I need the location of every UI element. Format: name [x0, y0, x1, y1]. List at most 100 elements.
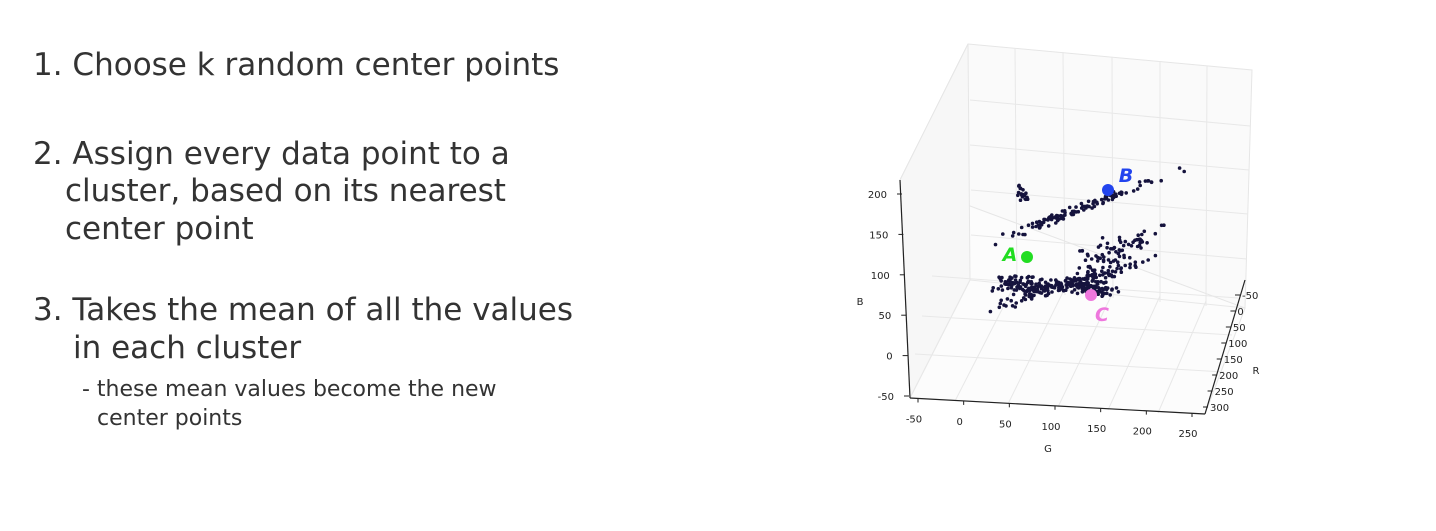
z-tick-label: 50	[878, 311, 891, 322]
data-point	[1086, 253, 1090, 258]
data-point	[1059, 213, 1063, 218]
y-tick-label: 50	[1233, 323, 1246, 334]
data-point	[1126, 242, 1131, 247]
data-point	[1139, 246, 1143, 250]
data-point	[1119, 267, 1123, 271]
data-point	[1107, 250, 1111, 255]
data-point	[1061, 217, 1066, 221]
data-point	[998, 301, 1003, 306]
data-point	[1029, 279, 1034, 284]
step-3-line-1: 3. Takes the mean of all the values	[33, 292, 574, 328]
cluster-centers: A B C	[1001, 165, 1134, 326]
data-point	[1057, 286, 1061, 290]
data-point	[1011, 230, 1016, 235]
data-point	[1037, 226, 1042, 230]
steps-list: 1. Choose k random center points 2. Assi…	[0, 0, 640, 531]
data-point	[1080, 248, 1085, 253]
axes-panes	[899, 43, 1253, 415]
data-point	[1052, 286, 1057, 290]
data-point	[1072, 288, 1077, 292]
data-point	[1095, 201, 1099, 206]
data-point	[1083, 276, 1087, 281]
data-point	[1078, 281, 1082, 285]
data-point	[1089, 257, 1094, 261]
data-point	[1128, 262, 1132, 266]
data-point	[1024, 283, 1028, 287]
data-point	[1042, 289, 1047, 293]
data-point	[1138, 240, 1143, 245]
step-3-note-line-1: - these mean values become the new	[82, 377, 497, 402]
data-point	[1026, 223, 1031, 227]
data-point	[1068, 283, 1073, 288]
data-point	[1074, 205, 1078, 209]
data-point	[1010, 234, 1015, 238]
data-point	[1117, 191, 1122, 196]
data-point	[990, 289, 995, 293]
data-point	[1009, 280, 1013, 285]
data-point	[1039, 286, 1044, 291]
data-point	[996, 287, 1001, 291]
data-point	[1043, 280, 1048, 285]
data-point	[1075, 271, 1080, 276]
data-point	[1133, 260, 1138, 264]
data-point	[1129, 244, 1134, 248]
data-point	[1117, 235, 1122, 240]
data-point	[1023, 292, 1027, 296]
data-point	[1065, 285, 1069, 290]
data-point	[1039, 220, 1043, 225]
data-point	[1133, 263, 1137, 268]
data-point	[1030, 225, 1035, 229]
data-point	[1024, 191, 1028, 195]
data-point	[1106, 198, 1111, 202]
data-point	[1034, 220, 1039, 224]
data-point	[1034, 283, 1038, 288]
data-point	[1162, 223, 1166, 227]
data-point	[1030, 221, 1035, 226]
step-2-line-3: center point	[65, 211, 254, 247]
y-tick-label: 150	[1224, 355, 1243, 366]
data-point	[1106, 258, 1111, 262]
data-point	[1061, 214, 1066, 218]
data-point	[997, 305, 1002, 310]
data-point	[1042, 217, 1046, 222]
data-point	[1103, 275, 1108, 280]
data-point	[1046, 224, 1051, 228]
data-point	[1123, 263, 1127, 268]
data-point	[1019, 225, 1024, 230]
data-point	[1182, 169, 1186, 174]
z-tick-label: 200	[868, 190, 887, 201]
data-point	[1113, 258, 1118, 262]
data-point	[1108, 265, 1112, 269]
data-point	[1005, 297, 1010, 301]
data-point	[1104, 280, 1108, 284]
data-point	[999, 284, 1004, 288]
data-point	[1022, 288, 1026, 293]
data-point	[1116, 263, 1121, 268]
y-tick-label: 100	[1228, 339, 1247, 350]
data-point	[1099, 197, 1104, 202]
data-point	[1107, 272, 1112, 276]
data-point	[1063, 279, 1068, 283]
data-point	[1114, 194, 1118, 198]
data-point	[1009, 298, 1013, 303]
data-point	[1116, 251, 1121, 256]
data-point	[1105, 245, 1109, 250]
data-point	[1145, 241, 1149, 245]
data-point	[1050, 285, 1054, 289]
data-point	[1146, 258, 1150, 262]
center-b-label: B	[1119, 165, 1133, 187]
data-point	[1010, 283, 1014, 288]
data-point	[1117, 254, 1122, 259]
data-point	[1116, 260, 1120, 264]
data-point	[991, 286, 995, 290]
center-b-point	[1102, 184, 1114, 196]
tick-labels: -50 0 50 100 150 200 250 -50 0 50 100 150 200 250 300 -…	[868, 190, 1258, 440]
data-point	[1029, 292, 1033, 297]
data-point	[1036, 289, 1040, 294]
data-point	[1100, 294, 1104, 299]
data-point	[1086, 285, 1091, 289]
data-point	[1079, 201, 1084, 206]
data-point	[1101, 265, 1105, 270]
data-point	[1067, 280, 1071, 285]
data-point	[1032, 289, 1036, 294]
